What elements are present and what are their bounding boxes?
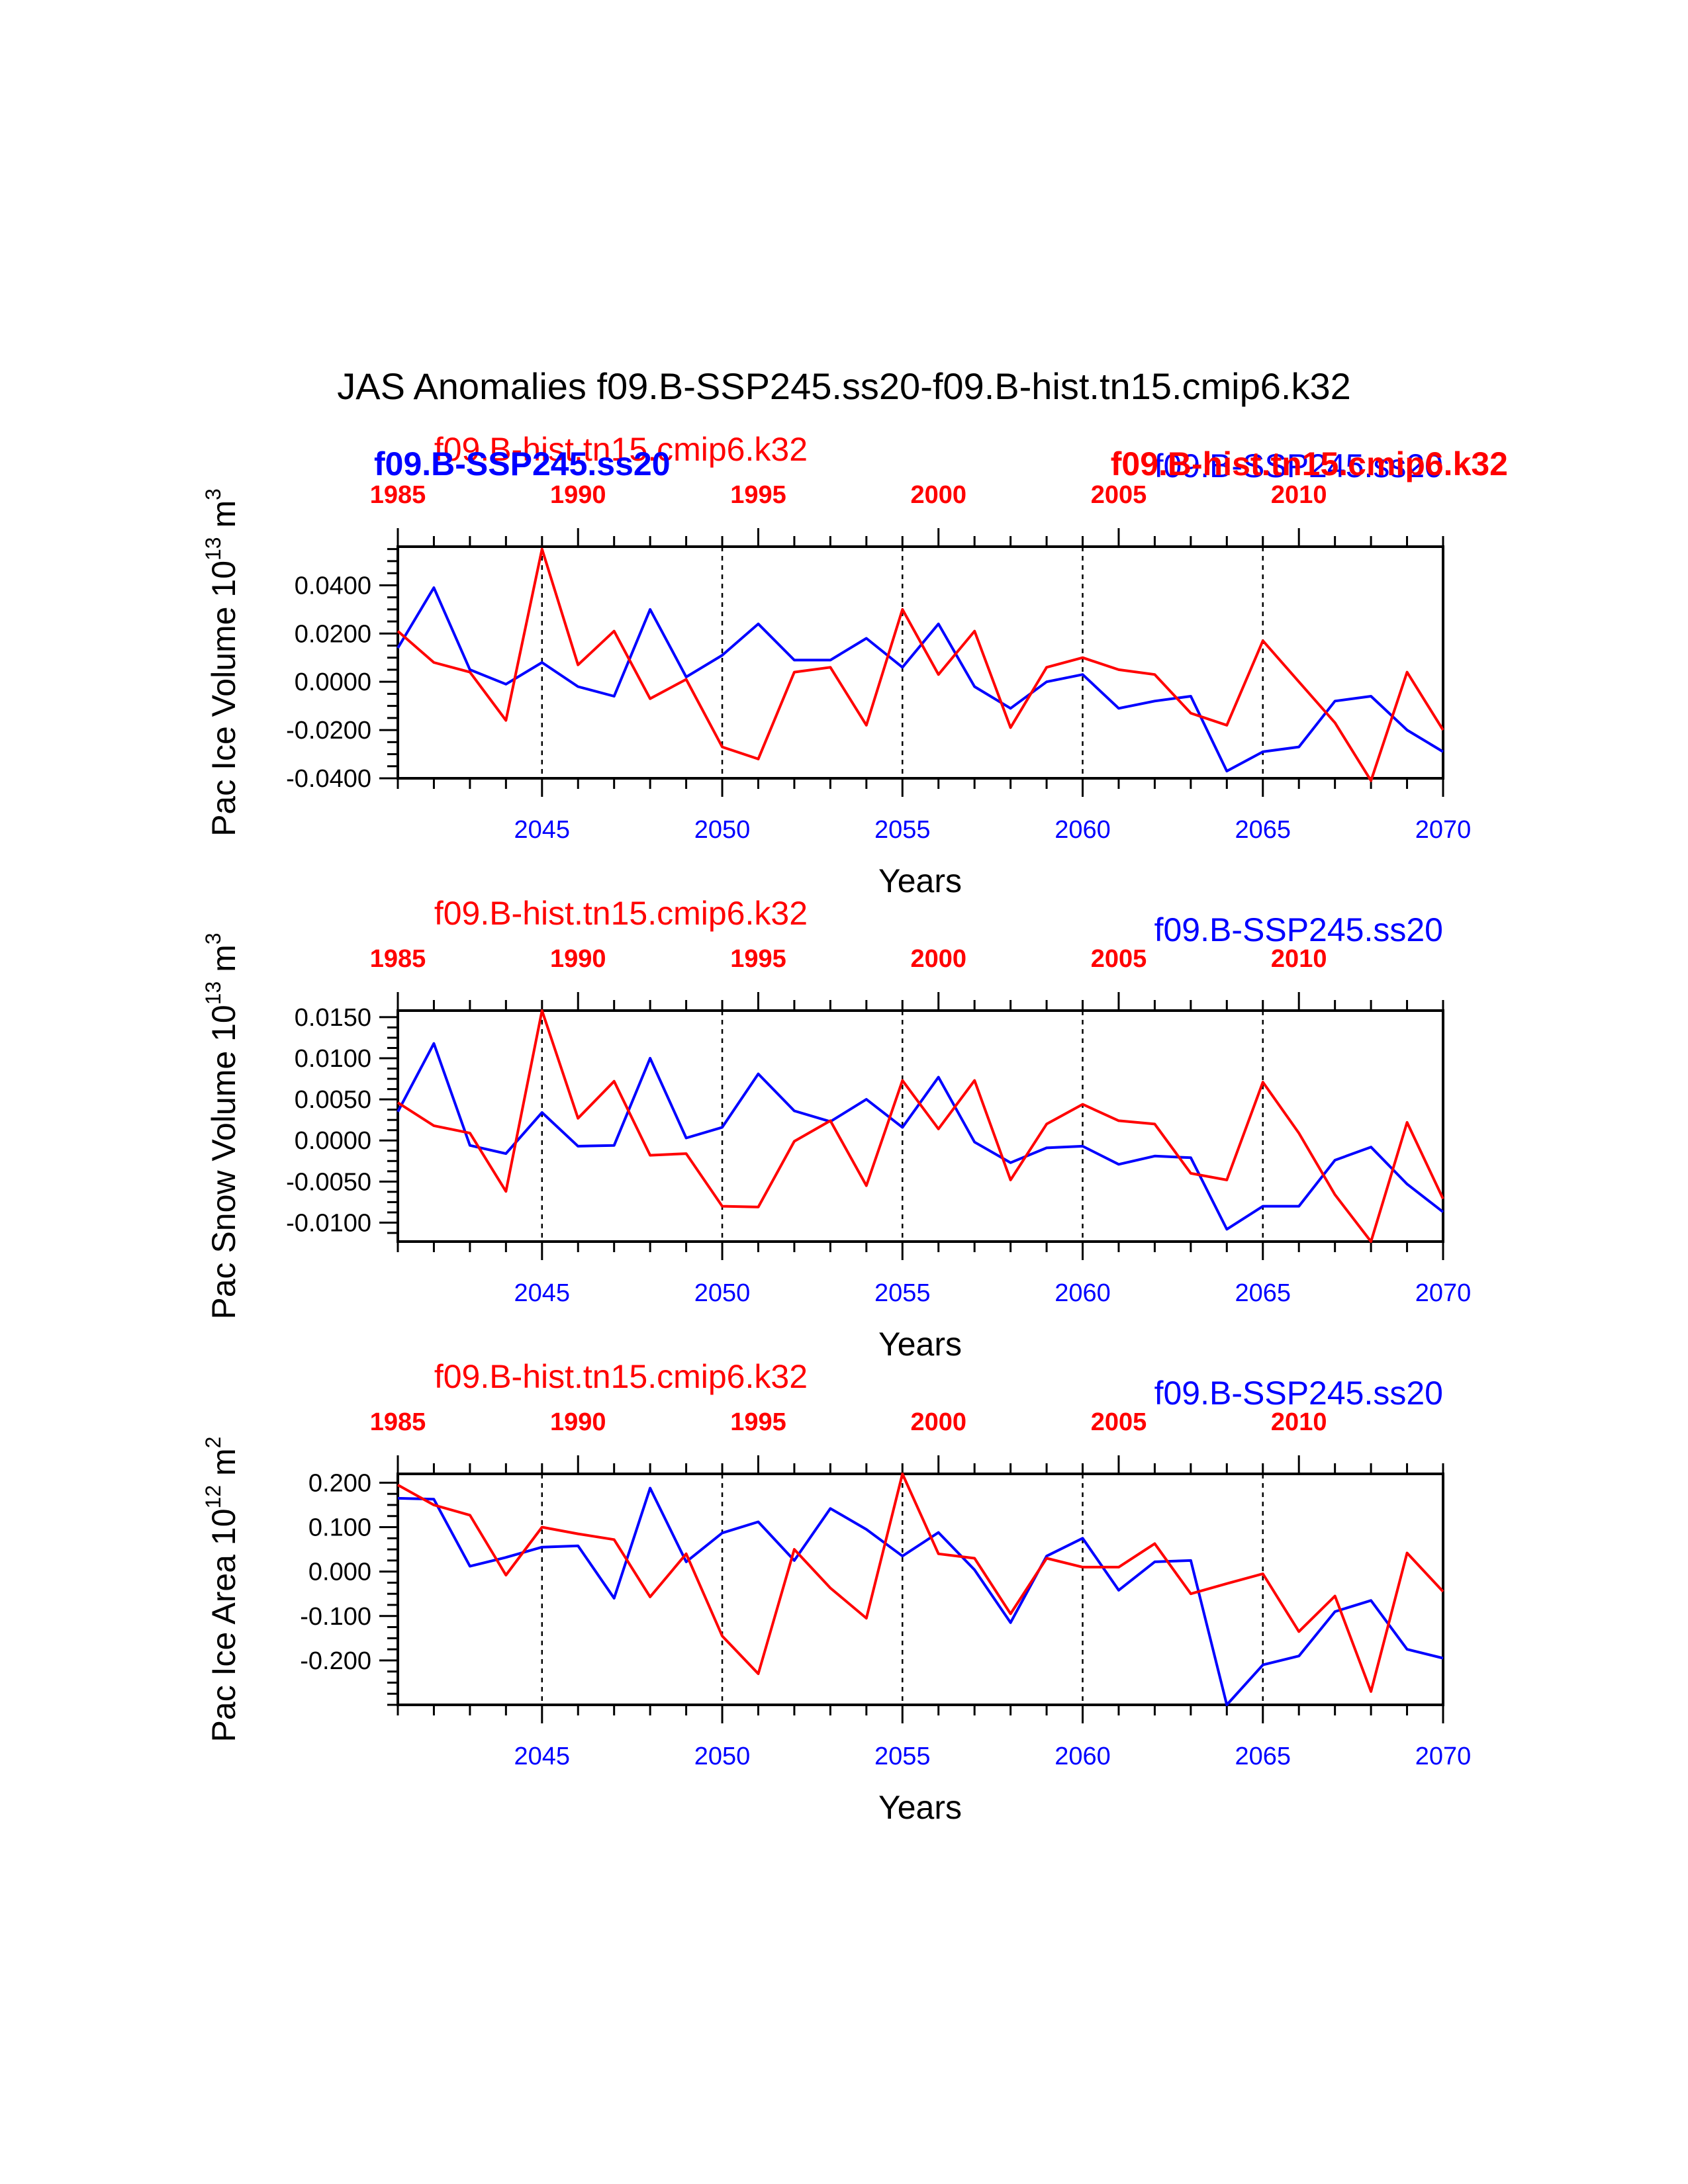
x-tick-label-top: 2005: [1091, 945, 1147, 973]
x-tick-label-bottom: 2070: [1415, 816, 1472, 844]
x-tick-label-bottom: 2045: [514, 816, 571, 844]
series-line-ssp: [397, 1042, 1444, 1231]
y-tick-label: -0.0100: [286, 1209, 371, 1237]
y-axis-title-text: Pac Snow Volume 10: [205, 1005, 242, 1319]
y-axis-title: Pac Ice Volume 1013 m3: [201, 488, 242, 837]
y-tick-label: 0.0200: [295, 620, 371, 648]
y-axis-title-unit: m: [205, 500, 242, 537]
y-axis-title-exponent: 13: [201, 537, 225, 561]
x-tick-label-bottom: 2050: [694, 1279, 751, 1307]
x-tick-label-bottom: 2060: [1055, 816, 1111, 844]
x-tick-label-top: 2010: [1271, 1408, 1327, 1436]
x-tick-label-top: 2010: [1271, 481, 1327, 509]
x-tick-label-bottom: 2065: [1235, 1279, 1291, 1307]
x-axis-title: Years: [878, 1789, 962, 1826]
x-tick-label-top: 1995: [730, 1408, 786, 1436]
y-tick-label: 0.100: [308, 1514, 371, 1542]
y-tick-label: -0.100: [300, 1603, 371, 1631]
x-axis-title: Years: [878, 1326, 962, 1363]
top-label-ssp: f09.B-SSP245.ss20: [1154, 911, 1443, 948]
y-axis-title-text: Pac Ice Area 10: [205, 1508, 242, 1742]
page-title: JAS Anomalies f09.B-SSP245.ss20-f09.B-hi…: [337, 365, 1350, 407]
top-label-hist: f09.B-hist.tn15.cmip6.k32: [434, 1358, 808, 1395]
x-tick-label-bottom: 2045: [514, 1743, 571, 1770]
y-tick-label: 0.0150: [295, 1004, 371, 1032]
x-tick-label-top: 1985: [370, 945, 426, 973]
x-tick-label-bottom: 2060: [1055, 1279, 1111, 1307]
overlay-label-hist: f09.B-hist.tn15.cmip6.k32: [1111, 445, 1508, 482]
y-tick-label: -0.200: [300, 1647, 371, 1675]
chart-panel-3: -0.200 -0.100 0.000 0.100 0.200 2045 2050 2055 2…: [201, 1358, 1471, 1826]
x-tick-label-top: 1985: [370, 1408, 426, 1436]
y-tick-label: 0.0000: [295, 1127, 371, 1155]
y-tick-label: -0.0400: [286, 765, 371, 793]
x-tick-label-bottom: 2050: [694, 816, 751, 844]
x-axis-title: Years: [878, 862, 962, 899]
y-axis-title-exponent: 12: [201, 1485, 225, 1509]
plot-frame: [397, 1473, 1444, 1706]
x-tick-label-top: 1990: [550, 1408, 606, 1436]
series-line-ssp: [397, 586, 1444, 773]
y-axis-title-unit-exponent: 2: [201, 1437, 225, 1449]
panels: -0.0400 -0.0200 0.0000 0.0200 0.0400 2045 2050…: [201, 431, 1508, 1826]
y-tick-label: -0.0200: [286, 717, 371, 745]
series-line-hist: [397, 1009, 1444, 1243]
plot-frame: [397, 545, 1444, 780]
x-tick-label-bottom: 2050: [694, 1743, 751, 1770]
y-tick-label: 0.0050: [295, 1086, 371, 1114]
overlay-label-ssp: f09.B-SSP245.ss20: [374, 445, 671, 482]
x-tick-label-top: 1995: [730, 481, 786, 509]
x-tick-label-top: 2000: [910, 1408, 966, 1436]
y-tick-label: 0.0100: [295, 1045, 371, 1073]
x-tick-label-top: 2000: [910, 945, 966, 973]
x-tick-label-top: 1990: [550, 481, 606, 509]
top-label-ssp: f09.B-SSP245.ss20: [1154, 447, 1443, 484]
top-label-hist: f09.B-hist.tn15.cmip6.k32: [434, 895, 808, 932]
x-tick-label-bottom: 2045: [514, 1279, 571, 1307]
x-tick-label-top: 2005: [1091, 1408, 1147, 1436]
x-tick-label-top: 2010: [1271, 945, 1327, 973]
chart-panel-1: -0.0400 -0.0200 0.0000 0.0200 0.0400 2045 2050…: [201, 431, 1508, 899]
x-tick-label-bottom: 2070: [1415, 1743, 1472, 1770]
x-tick-label-top: 1990: [550, 945, 606, 973]
x-tick-label-bottom: 2060: [1055, 1743, 1111, 1770]
x-tick-label-top: 2005: [1091, 481, 1147, 509]
y-axis-title-unit-exponent: 3: [201, 933, 225, 944]
y-tick-label: -0.0050: [286, 1168, 371, 1196]
y-tick-label: 0.0400: [295, 572, 371, 600]
x-tick-label-bottom: 2065: [1235, 816, 1291, 844]
top-label-ssp: f09.B-SSP245.ss20: [1154, 1375, 1443, 1412]
x-tick-label-top: 1995: [730, 945, 786, 973]
top-label-hist: f09.B-hist.tn15.cmip6.k32: [434, 431, 808, 468]
y-axis-title-unit: m: [205, 1448, 242, 1485]
x-tick-label-top: 1985: [370, 481, 426, 509]
y-axis-title-exponent: 13: [201, 981, 225, 1005]
series-line-hist: [397, 1473, 1444, 1693]
chart-panel-2: -0.0100 -0.0050 0.0000 0.0050 0.0100 0.0150 20…: [201, 895, 1471, 1363]
x-tick-label-bottom: 2065: [1235, 1743, 1291, 1770]
x-tick-label-bottom: 2055: [874, 1279, 931, 1307]
y-axis-title-unit: m: [205, 944, 242, 981]
x-tick-label-bottom: 2055: [874, 1743, 931, 1770]
series-line-ssp: [397, 1486, 1444, 1706]
y-tick-label: 0.200: [308, 1469, 371, 1497]
y-tick-label: 0.0000: [295, 668, 371, 696]
x-tick-label-bottom: 2055: [874, 816, 931, 844]
x-tick-label-top: 2000: [910, 481, 966, 509]
y-axis-title: Pac Snow Volume 1013 m3: [201, 933, 242, 1319]
series-line-hist: [397, 547, 1444, 782]
y-axis-title: Pac Ice Area 1012 m2: [201, 1437, 242, 1743]
y-axis-title-text: Pac Ice Volume 10: [205, 561, 242, 837]
y-axis-title-unit-exponent: 3: [201, 488, 225, 500]
y-tick-label: 0.000: [308, 1559, 371, 1586]
x-tick-label-bottom: 2070: [1415, 1279, 1472, 1307]
plot-frame: [397, 1009, 1444, 1243]
